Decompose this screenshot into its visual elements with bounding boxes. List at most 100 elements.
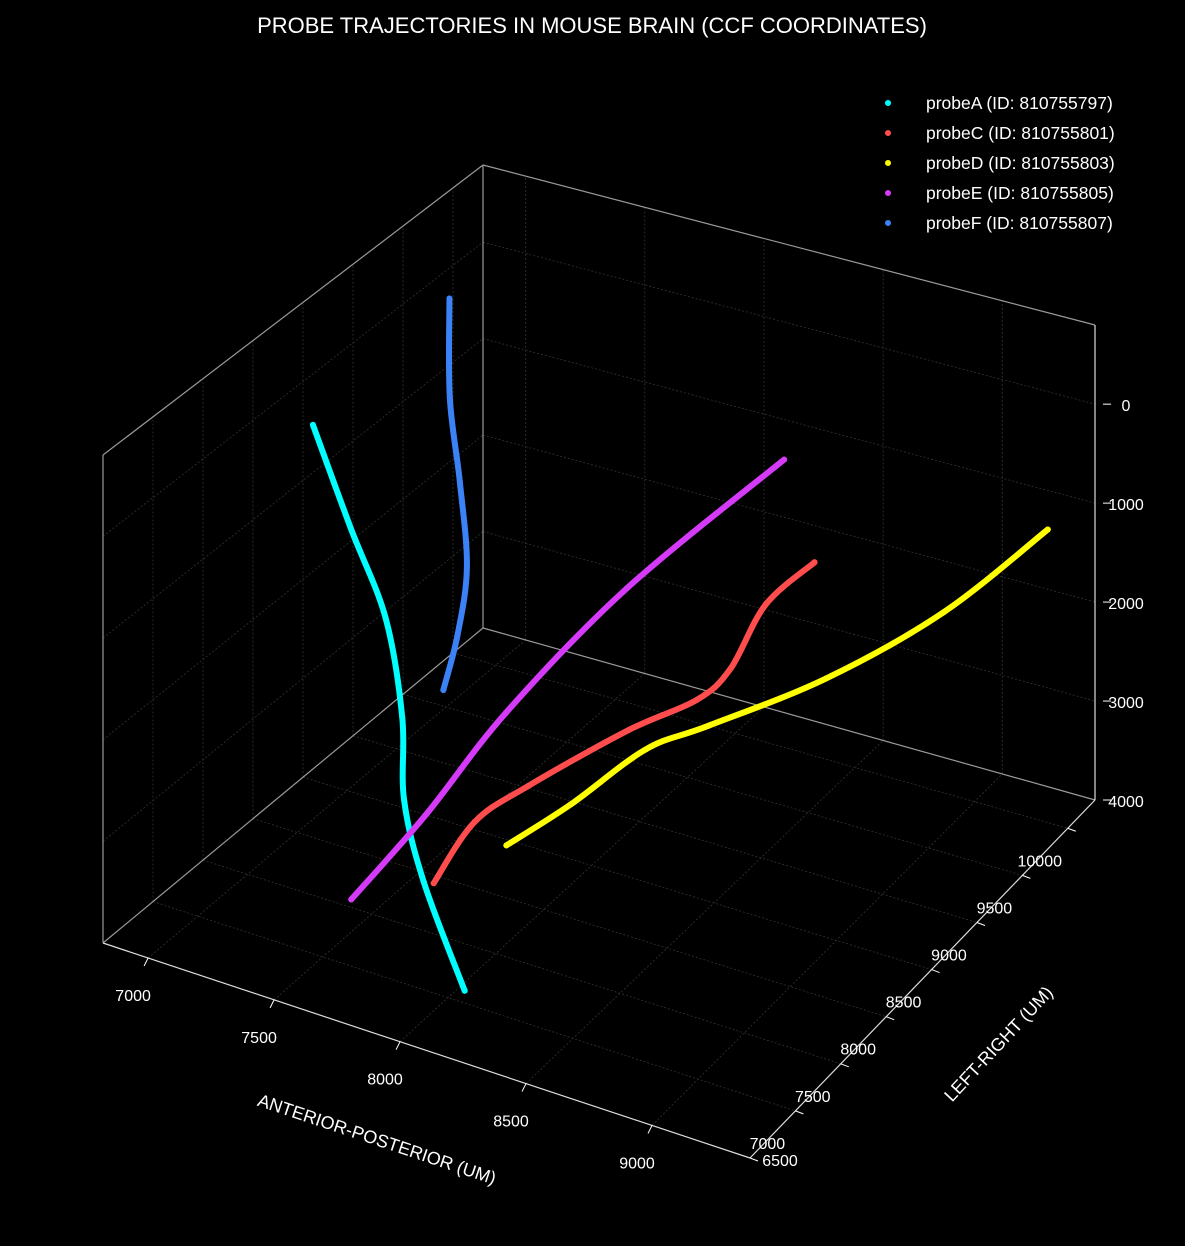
probe-trajectory xyxy=(348,456,788,903)
data-point xyxy=(309,421,316,428)
data-point xyxy=(382,615,389,622)
data-point xyxy=(502,709,509,716)
data-point xyxy=(822,675,829,682)
chart-title: PROBE TRAJECTORIES IN MOUSE BRAIN (CCF C… xyxy=(257,13,927,38)
y-tick xyxy=(931,969,940,974)
y-tick-label: 7500 xyxy=(795,1089,831,1106)
data-point xyxy=(762,601,769,608)
x-tick-label: 9000 xyxy=(619,1155,655,1172)
data-point xyxy=(940,609,947,616)
data-point xyxy=(461,987,468,994)
x-tick-label: 7000 xyxy=(115,988,151,1005)
data-point xyxy=(454,631,461,638)
probe-series-3 xyxy=(503,526,1051,849)
grid-line xyxy=(102,338,484,639)
grid-line xyxy=(402,693,1023,876)
x-tick xyxy=(143,957,149,967)
data-point xyxy=(471,818,478,825)
z-tick-label: 3000 xyxy=(1108,695,1144,712)
legend-label: probeC (ID: 810755801) xyxy=(926,123,1115,143)
data-point xyxy=(347,524,354,531)
data-point xyxy=(1044,526,1051,533)
x-tick-label: 8500 xyxy=(493,1114,529,1131)
legend-marker xyxy=(885,220,891,226)
legend-marker xyxy=(885,190,891,196)
grid-line xyxy=(102,531,484,842)
y-tick xyxy=(886,1016,895,1021)
legend-label: probeD (ID: 810755803) xyxy=(926,153,1115,173)
x-tick xyxy=(521,1083,527,1092)
data-point xyxy=(811,559,818,566)
probe-series-2 xyxy=(430,559,818,887)
data-point xyxy=(420,878,427,885)
data-point xyxy=(642,746,649,753)
pane-edge xyxy=(102,627,484,944)
x-tick-label: 8000 xyxy=(367,1072,403,1089)
y-tick xyxy=(795,1110,804,1115)
y-tick xyxy=(749,1157,759,1162)
grid-line xyxy=(152,901,796,1112)
probe-series-4 xyxy=(348,456,788,903)
data-point xyxy=(440,687,447,694)
data-point xyxy=(704,722,711,729)
grid-lines xyxy=(102,176,1096,1159)
grid-line xyxy=(482,531,1096,702)
pane-edge xyxy=(482,164,1096,326)
data-point xyxy=(422,811,429,818)
data-point xyxy=(625,727,632,734)
y-tick-label: 8000 xyxy=(840,1042,876,1059)
data-point xyxy=(430,880,437,887)
x-tick-label: 7500 xyxy=(241,1030,277,1047)
data-point xyxy=(525,782,532,789)
legend-label: probeF (ID: 810755807) xyxy=(926,213,1113,233)
data-point xyxy=(503,842,510,849)
data-point xyxy=(567,801,574,808)
y-tick-label: 9500 xyxy=(977,900,1013,917)
grid-line xyxy=(302,776,932,970)
x-tick xyxy=(269,999,275,1009)
grid-line xyxy=(482,434,1096,603)
legend: probeA (ID: 810755797) probeC (ID: 810755… xyxy=(885,93,1115,233)
legend-label: probeA (ID: 810755797) xyxy=(926,93,1113,113)
pane-edge xyxy=(102,164,484,456)
data-point xyxy=(446,394,453,401)
x-tick xyxy=(647,1125,653,1134)
y-tick xyxy=(976,922,986,926)
data-point xyxy=(399,714,406,721)
data-point xyxy=(401,796,408,803)
data-point xyxy=(456,478,463,485)
x-tick xyxy=(395,1041,401,1050)
x-axis-label: ANTERIOR-POSTERIOR (UM) xyxy=(255,1090,498,1188)
y-axis-line xyxy=(749,799,1096,1159)
grid-line xyxy=(399,706,765,1043)
z-tick-label: 0 xyxy=(1122,398,1131,415)
z-tick-label: 2000 xyxy=(1108,596,1144,613)
legend-marker xyxy=(885,130,891,136)
y-tick-label: 10000 xyxy=(1018,853,1063,870)
y-tick xyxy=(1022,874,1031,879)
data-point xyxy=(348,896,355,903)
probe-trajectory xyxy=(440,295,470,694)
probe-series-1 xyxy=(309,421,468,994)
y-tick-label: 6500 xyxy=(762,1153,798,1170)
x-axis-line xyxy=(102,942,751,1159)
legend-marker xyxy=(885,100,891,106)
y-tick-label: 8500 xyxy=(886,995,922,1012)
legend-label: probeE (ID: 810755805) xyxy=(926,183,1114,203)
y-tick-label: 7000 xyxy=(750,1136,786,1153)
z-tick-label: 4000 xyxy=(1108,794,1144,811)
data-point xyxy=(446,295,453,302)
grid-line xyxy=(482,241,1096,405)
legend-marker xyxy=(885,160,891,166)
probe-trajectory xyxy=(430,559,818,887)
series-layer xyxy=(309,295,1051,994)
grid-line xyxy=(482,338,1096,504)
grid-line xyxy=(252,818,887,1018)
grid-line xyxy=(147,639,526,959)
grid-line xyxy=(202,859,841,1065)
data-point xyxy=(727,665,734,672)
y-tick-label: 9000 xyxy=(931,947,967,964)
y-tick xyxy=(840,1063,849,1068)
